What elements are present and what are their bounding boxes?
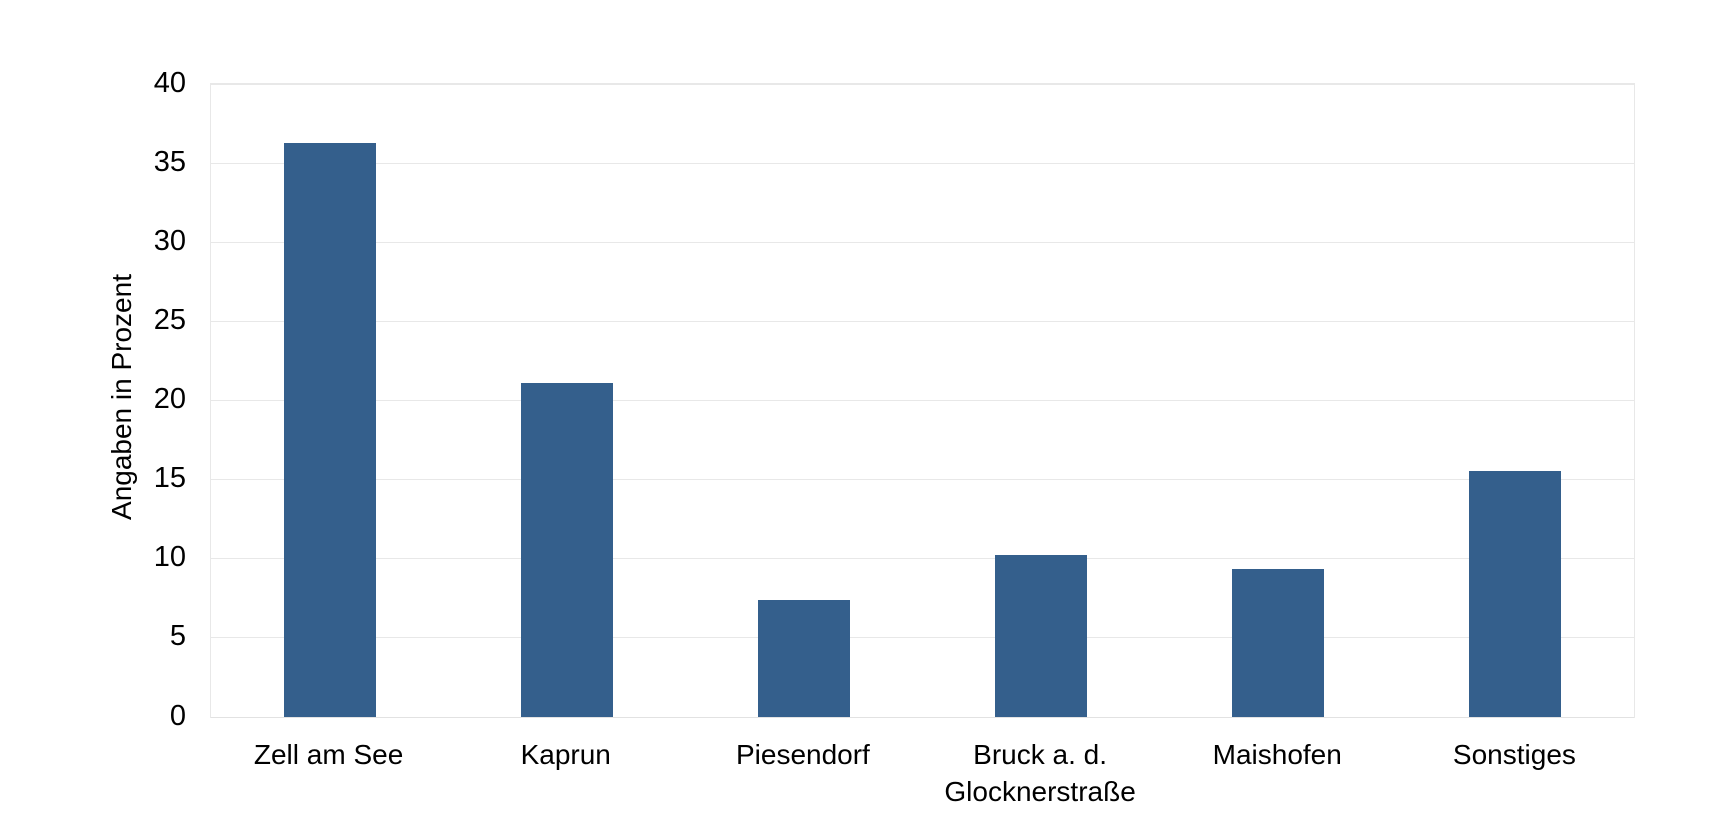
gridline-35 bbox=[211, 163, 1634, 165]
y-tick-label-30: 30 bbox=[153, 225, 186, 258]
gridline-25 bbox=[211, 321, 1634, 323]
y-tick-label-20: 20 bbox=[153, 383, 186, 416]
gridline-40 bbox=[211, 84, 1634, 85]
x-label-bruck-a-d-glocknerstrasse: Bruck a. d. Glocknerstraße bbox=[944, 739, 1136, 807]
x-label-zell-am-see: Zell am See bbox=[253, 739, 404, 770]
x-label-piesendorf: Piesendorf bbox=[735, 739, 870, 770]
x-label-kaprun: Kaprun bbox=[520, 739, 611, 770]
x-axis-line bbox=[211, 716, 1634, 718]
gridline-10 bbox=[211, 558, 1634, 560]
bar-sonstiges bbox=[1469, 471, 1562, 717]
bar-kaprun bbox=[520, 382, 613, 717]
y-tick-label-40: 40 bbox=[153, 67, 186, 99]
x-label-maishofen: Maishofen bbox=[1212, 739, 1342, 770]
y-tick-label-5: 5 bbox=[169, 620, 186, 653]
gridline-20 bbox=[211, 400, 1634, 402]
y-tick-label-25: 25 bbox=[153, 304, 186, 337]
y-tick-label-10: 10 bbox=[153, 541, 186, 574]
y-tick-label-15: 15 bbox=[153, 462, 186, 495]
bar-bruck-a-d-glocknerstrasse bbox=[995, 555, 1088, 717]
y-tick-label-35: 35 bbox=[153, 146, 186, 179]
y-tick-label-0: 0 bbox=[169, 699, 186, 732]
plot-area bbox=[210, 83, 1635, 718]
bar-maishofen bbox=[1232, 569, 1325, 717]
x-label-sonstiges: Sonstiges bbox=[1452, 739, 1576, 770]
bar-piesendorf bbox=[757, 599, 850, 717]
gridline-30 bbox=[211, 242, 1634, 244]
bar-zell-am-see bbox=[283, 142, 376, 717]
gridline-5 bbox=[211, 637, 1634, 639]
gridline-15 bbox=[211, 479, 1634, 481]
